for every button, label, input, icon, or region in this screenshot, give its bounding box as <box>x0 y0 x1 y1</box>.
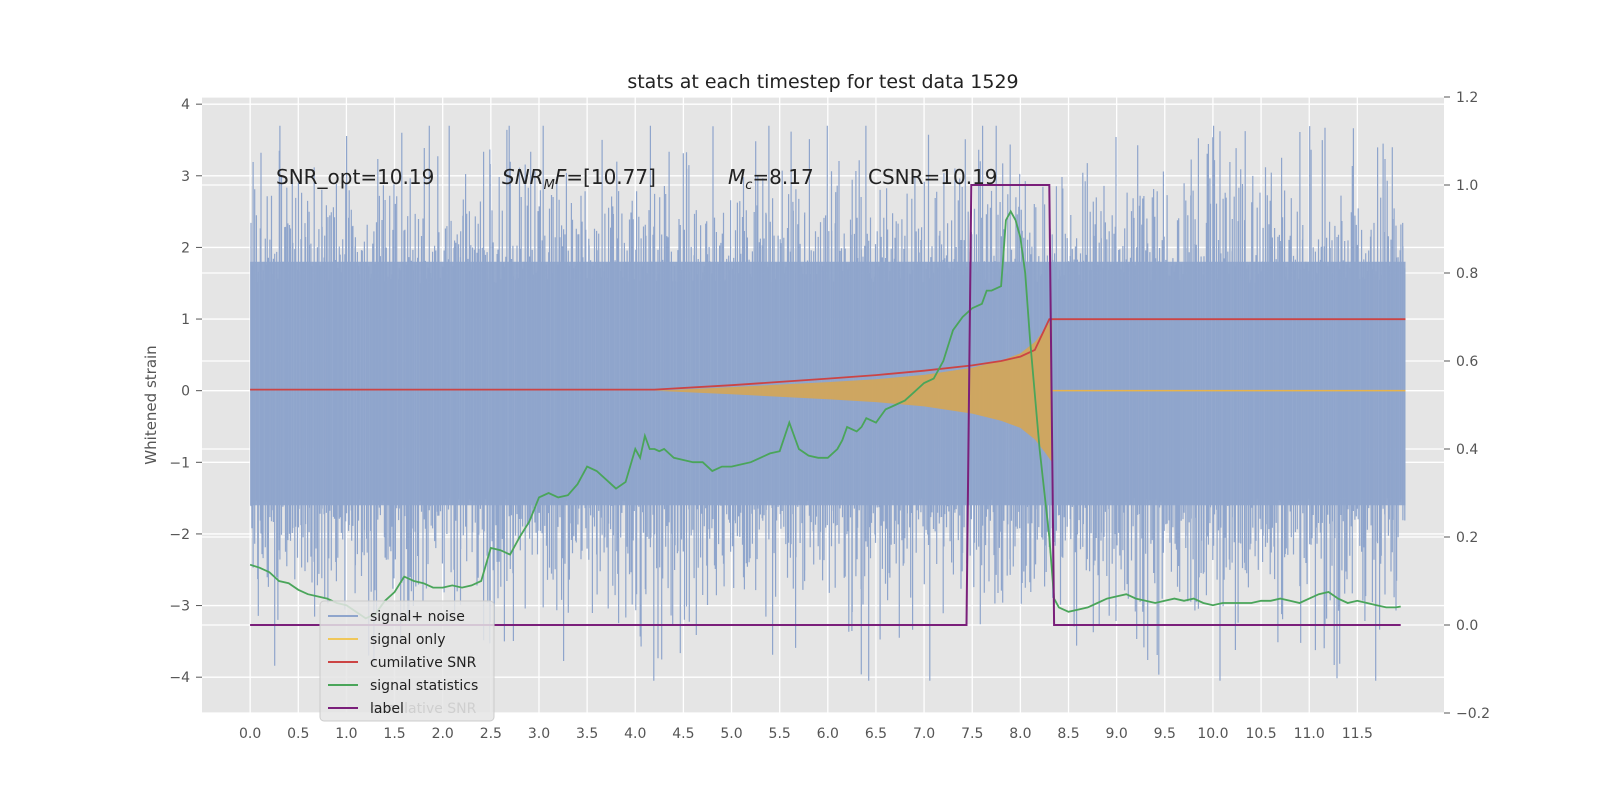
x-tick-label: 11.5 <box>1342 726 1373 742</box>
y2-tick-label: 0.4 <box>1456 442 1478 458</box>
x-tick-label: 0.0 <box>239 726 261 742</box>
x-tick-label: 10.5 <box>1245 726 1276 742</box>
x-tick-label: 3.5 <box>576 726 598 742</box>
legend-label: cumilative SNR <box>370 655 477 671</box>
legend-label: label <box>370 701 404 717</box>
x-tick-label: 10.0 <box>1197 726 1228 742</box>
x-tick-label: 8.5 <box>1057 726 1079 742</box>
x-tick-label: 6.5 <box>865 726 887 742</box>
legend-label: signal statistics <box>370 678 478 694</box>
series-label <box>250 184 1401 626</box>
x-tick-label: 2.0 <box>432 726 454 742</box>
legend-label: signal+ noise <box>370 609 465 625</box>
x-tick-label: 2.5 <box>480 726 502 742</box>
annotation-snr-mf: SNRMF=[10.77] <box>502 165 656 193</box>
y-axis-ticks: 4 3 2 1 0 −1 −2 −3 −4 <box>169 97 202 686</box>
y2-tick-label: 1.2 <box>1456 90 1478 106</box>
chart-title: stats at each timestep for test data 152… <box>627 71 1018 93</box>
signal-only-envelope <box>654 319 1053 463</box>
y-tick-label: 4 <box>181 97 190 113</box>
x-tick-label: 4.5 <box>672 726 694 742</box>
x-axis-ticks: 0.0 0.5 1.0 1.5 2.0 2.5 3.0 3.5 4.0 4.5 5.0 5.5 6.0 6… <box>239 726 1373 742</box>
line-series <box>249 184 1406 626</box>
x-tick-label: 11.0 <box>1294 726 1325 742</box>
x-tick-label: 0.5 <box>287 726 309 742</box>
y2-tick-label: 0.6 <box>1456 354 1478 370</box>
x-tick-label: 1.5 <box>383 726 405 742</box>
annotation-snr-opt: SNR_opt=10.19 <box>276 165 434 189</box>
y2-tick-label: 0.0 <box>1456 618 1478 634</box>
annotations: SNR_opt=10.19 SNRMF=[10.77] Mc=8.17 CSNR… <box>276 165 998 193</box>
signal-only-series <box>654 319 1406 463</box>
series-cumilative-snr <box>250 318 1406 391</box>
x-tick-label: 3.0 <box>528 726 550 742</box>
legend: cumilative SNR signal+ noise signal only c… <box>319 600 495 722</box>
x-tick-label: 5.0 <box>720 726 742 742</box>
x-tick-label: 9.0 <box>1106 726 1128 742</box>
legend-items: signal+ noise signal only cumilative SNR si… <box>328 609 478 717</box>
annotation-csnr: CSNR=10.19 <box>868 165 998 189</box>
y-tick-label: −3 <box>169 599 190 615</box>
y-tick-label: −4 <box>169 670 190 686</box>
annotation-chirp-mass: Mc=8.17 <box>728 165 814 193</box>
legend-box <box>319 600 495 722</box>
y-tick-label: 2 <box>181 240 190 256</box>
y2-tick-label: 0.2 <box>1456 530 1478 546</box>
y2-tick-label: 1.0 <box>1456 178 1478 194</box>
legend-label: signal only <box>370 632 445 648</box>
x-tick-label: 9.5 <box>1154 726 1176 742</box>
y-tick-label: 1 <box>181 312 190 328</box>
y-tick-label: −1 <box>169 455 190 471</box>
x-tick-label: 7.5 <box>961 726 983 742</box>
y-axis-label: Whitened strain <box>142 345 160 464</box>
x-tick-label: 6.0 <box>817 726 839 742</box>
x-tick-label: 4.0 <box>624 726 646 742</box>
series-signal-statistics <box>249 209 1401 620</box>
x-tick-label: 1.0 <box>335 726 357 742</box>
x-tick-label: 5.5 <box>769 726 791 742</box>
y2-tick-label: 0.8 <box>1456 266 1478 282</box>
x-tick-label: 7.0 <box>913 726 935 742</box>
y-tick-label: 3 <box>181 169 190 185</box>
legend-overlap-text: cumilative SNR <box>370 701 477 717</box>
y-tick-label: −2 <box>169 527 190 543</box>
y2-axis-ticks: 1.2 1.0 0.8 0.6 0.4 0.2 0.0 −0.2 <box>1444 90 1490 722</box>
y2-tick-label: −0.2 <box>1456 706 1490 722</box>
y-tick-label: 0 <box>181 384 190 400</box>
x-tick-label: 8.0 <box>1009 726 1031 742</box>
